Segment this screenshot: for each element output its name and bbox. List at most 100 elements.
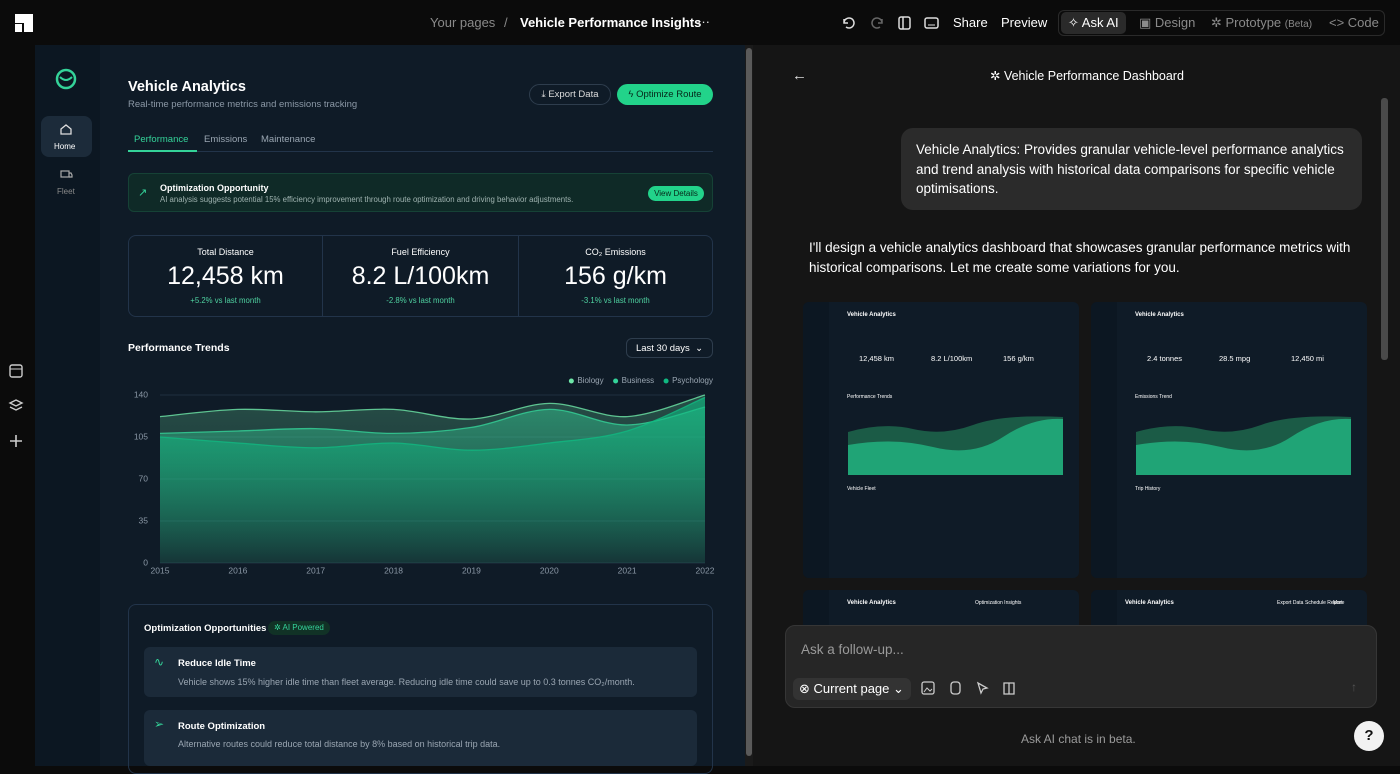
chat-scroll-thumb[interactable]	[1381, 98, 1388, 360]
kpi-change: -2.8% vs last month	[386, 296, 455, 305]
back-button[interactable]: ←	[792, 67, 807, 84]
tab-label: Design	[1154, 15, 1196, 30]
home-icon	[60, 124, 72, 135]
kpi-value: 156 g/km	[564, 262, 667, 290]
y-tick-label: 105	[134, 431, 148, 441]
thumb-text: Emissions Trend	[1135, 394, 1172, 400]
code-tab[interactable]: <> Code	[1329, 15, 1379, 30]
area-fill	[160, 397, 705, 563]
send-button[interactable]: ↑	[1351, 680, 1357, 694]
item-title: Reduce Idle Time	[178, 658, 256, 669]
opportunities-title: Optimization Opportunities	[144, 623, 267, 634]
user-bubble	[901, 128, 1362, 210]
export-button[interactable]: ⤓ Export Data	[529, 84, 611, 105]
scroll-thumb[interactable]	[746, 48, 752, 756]
thumb-text: Schedule Report	[1305, 600, 1343, 606]
header-label: Vehicle Performance Dashboard	[1003, 69, 1184, 83]
x-tick-label: 2020	[540, 565, 559, 575]
user-message: Vehicle Analytics: Provides granular veh…	[916, 142, 1344, 196]
design-tab[interactable]: ▣ Design	[1139, 15, 1196, 30]
context-pill[interactable]	[793, 678, 911, 700]
thumb-text: More	[1333, 600, 1345, 606]
item-icon: ➢	[154, 717, 165, 731]
thumb-sidebar	[803, 302, 829, 578]
thumb-title: Vehicle Analytics	[847, 600, 896, 606]
fleet-icon	[60, 170, 73, 178]
chat-footer: Ask AI chat is in beta.	[1021, 732, 1136, 746]
kpi-change: -3.1% vs last month	[581, 296, 650, 305]
tab-divider	[128, 151, 713, 152]
mode-tabs	[1058, 10, 1385, 36]
tab-maintenance[interactable]: Maintenance	[261, 134, 316, 145]
x-tick-label: 2015	[151, 565, 170, 575]
view-details-button[interactable]: View Details	[648, 186, 704, 201]
range-dropdown[interactable]: Last 30 days ⌄	[626, 338, 713, 358]
app-logo	[55, 68, 77, 90]
opportunity-item[interactable]	[144, 647, 697, 697]
tab-label: Ask AI	[1081, 15, 1119, 30]
x-tick-label: 2021	[618, 565, 637, 575]
top-bar: Your pages / Vehicle Performance Insight…	[0, 0, 1400, 45]
preview-button[interactable]: Preview	[1001, 15, 1048, 30]
tab-emissions[interactable]: Emissions	[204, 134, 248, 145]
legend-swatch	[613, 378, 619, 384]
button-label: Optimize Route	[636, 89, 702, 100]
ask-ai-tab[interactable]: ✧ Ask AI	[1068, 15, 1119, 30]
nav-active	[41, 116, 92, 157]
y-tick-label: 70	[139, 473, 149, 483]
variation-thumbnail[interactable]: Vehicle Analytics 2.4 tonnes 28.5 mpg 12,45…	[1091, 302, 1367, 578]
series-line	[159, 406, 706, 435]
preview-panel: Home Fleet	[35, 45, 745, 766]
optimize-button[interactable]: ϟ Optimize Route	[617, 84, 713, 105]
badge-label: AI Powered	[282, 623, 324, 632]
range-label: Last 30 days	[635, 342, 690, 354]
kpi-card	[128, 235, 713, 317]
button-label: Export Data	[548, 89, 599, 100]
thumb-title: Vehicle Analytics	[1135, 312, 1184, 318]
trends-title: Performance Trends	[128, 342, 230, 354]
variation-thumbnail[interactable]: Vehicle Analytics 12,458 km 8.2 L/100km 156…	[803, 302, 1079, 578]
page-title: Vehicle Performance Insights	[520, 15, 702, 30]
thumb-text: 8.2 L/100km	[931, 354, 973, 363]
logo[interactable]	[14, 13, 34, 33]
kpi-divider	[518, 236, 519, 316]
nav-fleet[interactable]: Fleet	[57, 187, 75, 196]
context-label: ⊗ Current page ⌄	[799, 681, 904, 696]
opportunity-item[interactable]	[144, 710, 697, 766]
beta-badge: (Beta)	[1284, 19, 1313, 30]
item-icon: ∿	[154, 655, 165, 669]
thumb-text: 12,458 km	[859, 354, 895, 363]
app-sidebar	[35, 45, 100, 766]
left-tools[interactable]	[8, 363, 26, 451]
nav-home[interactable]: Home	[54, 142, 76, 151]
breadcrumb-parent[interactable]: Your pages	[430, 15, 496, 30]
banner-title: Optimization Opportunity	[160, 183, 269, 193]
app-title: Vehicle Analytics	[128, 79, 246, 95]
prototype-tab[interactable]: ✲ Prototype (Beta)	[1211, 15, 1313, 30]
thumb-text: 2.4 tonnes	[1147, 354, 1183, 363]
kpi-divider	[322, 236, 323, 316]
legend-swatch	[663, 378, 669, 384]
banner-icon: ↗	[138, 187, 148, 199]
legend-swatch	[568, 378, 574, 384]
thumb-title: Vehicle Analytics	[847, 312, 896, 318]
page-menu[interactable]: ···	[697, 14, 710, 29]
y-tick-label: 0	[143, 557, 148, 567]
thumb-text: 12,450 mi	[1291, 354, 1324, 363]
thumb-text: Export Data	[1277, 600, 1304, 606]
area-chart: 0 35 70 105 140 2015 2016 2017 2018 2019 2020 2021 2…	[134, 376, 715, 575]
kpi-label: CO₂ Emissions	[585, 247, 646, 257]
thumb-title: Vehicle Analytics	[1125, 600, 1174, 606]
input-tools[interactable]	[920, 680, 1020, 696]
share-button[interactable]: Share	[953, 15, 988, 30]
tab-label: Prototype	[1225, 15, 1282, 30]
tab-performance[interactable]: Performance	[134, 134, 189, 145]
tab-underline	[128, 150, 197, 152]
breadcrumb-separator: /	[504, 15, 508, 30]
item-title: Route Optimization	[178, 721, 266, 732]
thumb-text: 28.5 mpg	[1219, 354, 1251, 363]
thumb-chart	[1136, 416, 1351, 475]
help-button[interactable]: ?	[1354, 721, 1384, 751]
series-line	[159, 396, 706, 451]
